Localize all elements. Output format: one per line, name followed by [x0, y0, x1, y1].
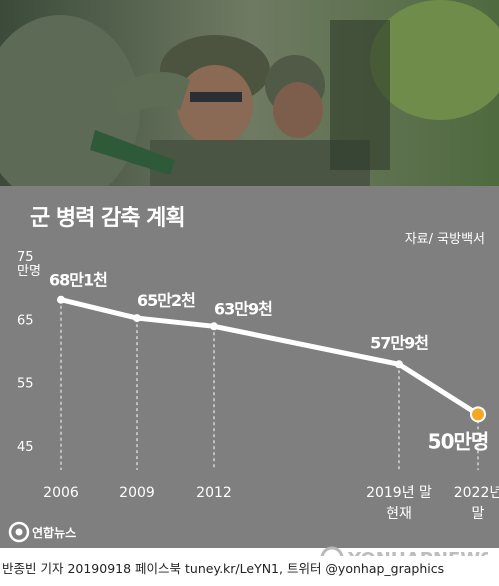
data-point — [470, 406, 486, 423]
y-tick-label: 55 — [17, 377, 34, 392]
data-point — [210, 322, 218, 331]
x-tick-label: 2022년 말 — [454, 485, 499, 522]
yonhap-logo-text: 연합뉴스 — [32, 525, 77, 540]
data-label: 57만9천 — [370, 333, 428, 352]
data-point — [133, 314, 141, 323]
x-tick-label: 2009 — [119, 485, 155, 501]
y-unit-label: 만명 — [17, 264, 41, 279]
y-tick-label: 45 — [17, 440, 34, 455]
y-tick-label: 75 — [17, 250, 34, 265]
x-tick-label: 2012 — [196, 485, 232, 501]
y-tick-label: 65 — [17, 313, 34, 328]
x-tick-label: 2006 — [43, 485, 79, 501]
yonhap-logo-icon — [8, 521, 30, 543]
yonhap-logo: 연합뉴스 — [8, 521, 76, 543]
source-label: 자료/ 국방백서 — [404, 232, 485, 247]
data-label: 65만2천 — [137, 291, 195, 310]
line-chart: 75 65 55 45 68만1천 65만2천 63만9천 57만9천 50만명 2006 20… — [17, 250, 499, 522]
chart-panel — [0, 186, 499, 548]
data-label: 68만1천 — [49, 271, 107, 290]
data-label: 50만명 — [428, 429, 489, 453]
data-label: 63만9천 — [214, 299, 272, 318]
credit-line: 반종빈 기자 20190918 페이스북 tuney.kr/LeYN1, 트위터… — [0, 556, 499, 586]
x-tick-label: 2019년 말 현재 — [366, 485, 432, 522]
data-point — [395, 360, 403, 369]
data-point — [57, 295, 65, 304]
chart-title: 군 병력 감축 계획 — [30, 206, 186, 231]
